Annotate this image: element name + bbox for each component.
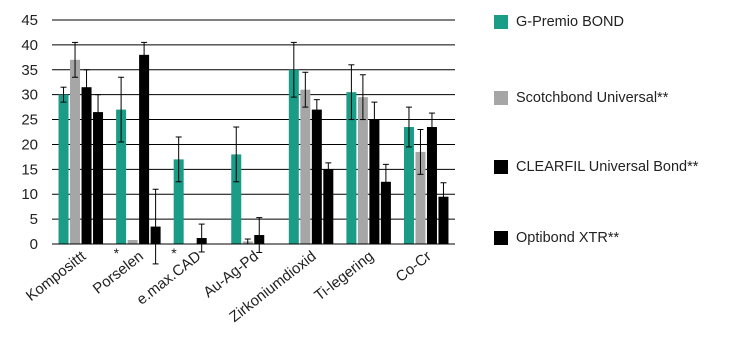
y-axis: 0 5 10 15 20 25 30 35 40 45: [21, 12, 38, 253]
legend-item: Optibond XTR**: [494, 230, 619, 246]
y-tick-label: 10: [21, 186, 38, 203]
bar: [116, 109, 127, 244]
bar: [426, 127, 437, 244]
annotations: * *: [114, 245, 178, 261]
bar: [369, 119, 380, 244]
bar: [300, 89, 311, 244]
legend-label: G-Premio BOND: [516, 14, 624, 30]
error-bars: [60, 41, 447, 265]
bar: [415, 151, 426, 244]
legend-item: Scotchbond Universal**: [494, 90, 668, 106]
x-tick-label: Co-Cr: [393, 248, 435, 286]
bar: [403, 127, 414, 244]
bar: [346, 92, 357, 244]
y-tick-label: 20: [21, 136, 38, 153]
y-tick-label: 40: [21, 37, 38, 54]
bar: [58, 94, 69, 245]
bar: [323, 169, 334, 244]
legend-swatch: [494, 15, 508, 29]
y-tick-label: 5: [30, 211, 38, 228]
x-tick-label: e.max.CAD: [133, 248, 204, 309]
legend-label: Scotchbond Universal**: [516, 90, 669, 106]
bar: [81, 87, 92, 244]
x-tick-label: Komposittt: [23, 247, 90, 305]
legend-label: CLEARFIL Universal Bond**: [516, 159, 699, 175]
x-axis: Komposittt Porselene.max.CADAu-Ag-PdZirko…: [23, 243, 455, 326]
bars: [58, 54, 449, 245]
bar: [231, 154, 242, 244]
bar: [311, 109, 322, 244]
significance-marker: *: [171, 245, 177, 261]
bar: [139, 54, 150, 244]
x-tick-label: Ti-legering: [311, 248, 377, 305]
y-tick-label: 30: [21, 87, 38, 104]
y-tick-label: 15: [21, 161, 38, 178]
bar: [127, 240, 138, 244]
y-tick-label: 35: [21, 62, 38, 79]
gridlines: [52, 19, 455, 220]
bar: [93, 112, 104, 244]
bar: [438, 196, 449, 244]
legend-item: G-Premio BOND: [494, 14, 624, 30]
legend-item: CLEARFIL Universal Bond**: [494, 159, 698, 175]
bar: [70, 59, 81, 245]
legend-swatch: [494, 231, 508, 245]
legend-swatch: [494, 160, 508, 174]
legend-label: Optibond XTR**: [516, 230, 620, 246]
bar: [173, 159, 184, 244]
bar: [380, 181, 391, 244]
legend-swatch: [494, 91, 508, 105]
bar: [357, 97, 368, 245]
y-tick-label: 45: [21, 12, 38, 29]
y-tick-label: 25: [21, 112, 38, 129]
y-tick-label: 0: [30, 236, 38, 253]
significance-marker: *: [114, 245, 120, 261]
bar: [288, 69, 299, 245]
